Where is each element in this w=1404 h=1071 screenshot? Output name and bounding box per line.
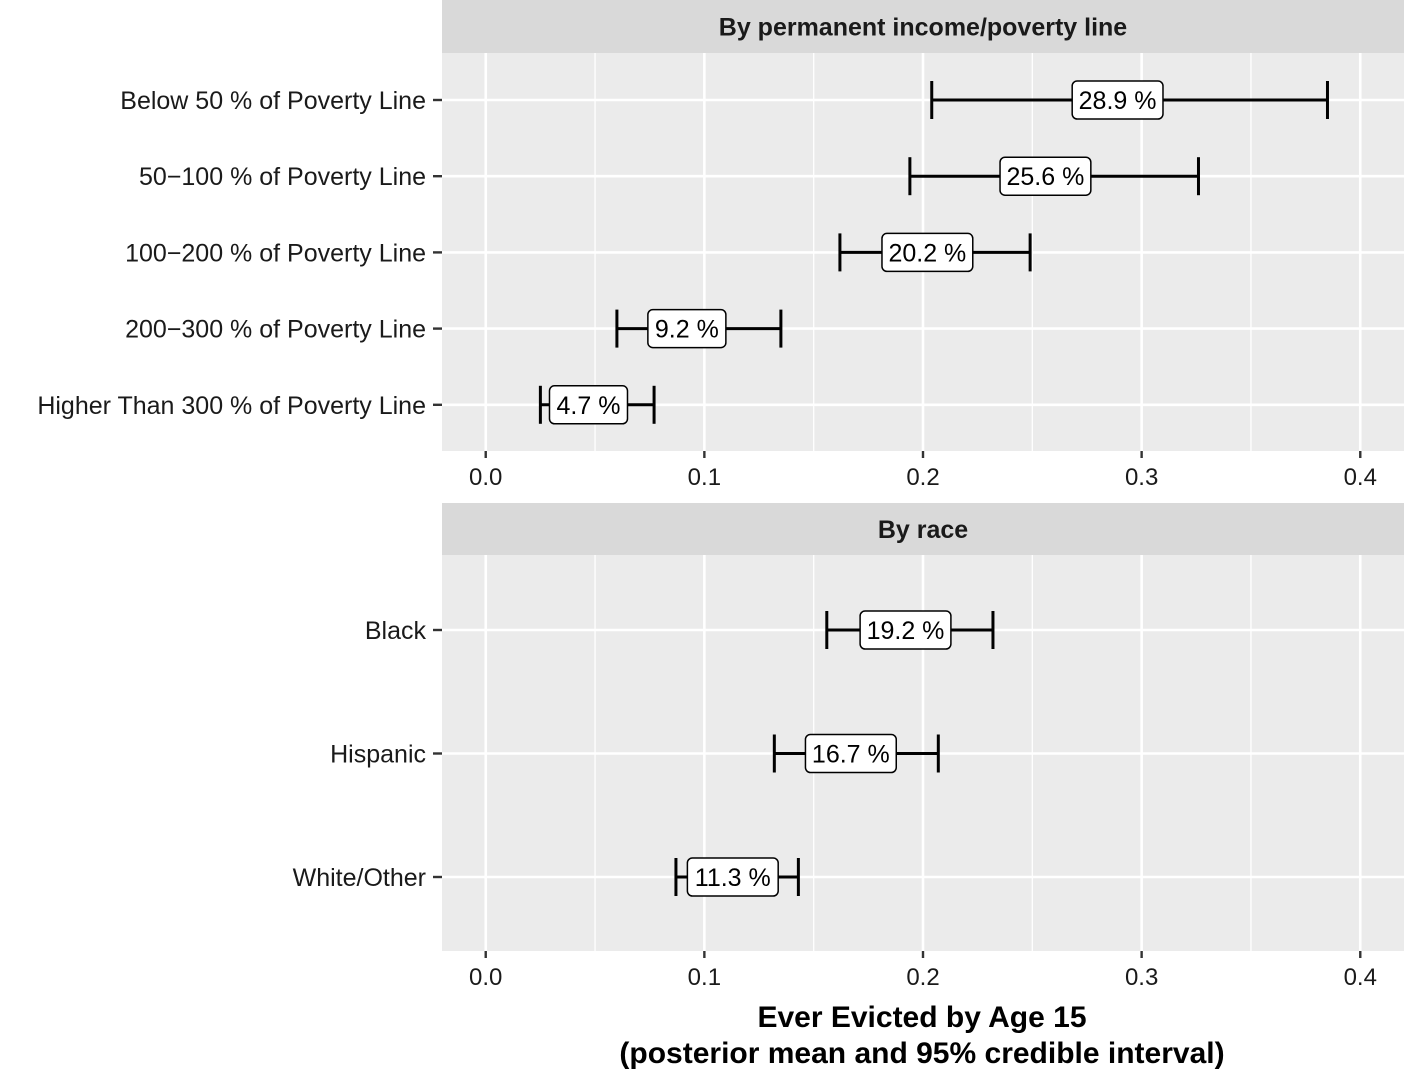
data-label: 4.7 % [557, 392, 621, 420]
category-label: 50−100 % of Poverty Line [139, 163, 426, 191]
x-tick-label: 0.3 [1125, 464, 1158, 491]
data-label-box [647, 308, 727, 349]
x-tick-label: 0.2 [906, 464, 939, 491]
data-label-box [686, 857, 779, 897]
category-label: 200−300 % of Poverty Line [125, 316, 426, 344]
x-axis-title-line2: (posterior mean and 95% credible interva… [619, 1037, 1224, 1070]
x-axis-title-line1: Ever Evicted by Age 15 [757, 1001, 1086, 1034]
facet-panel-1: By permanent income/poverty line 0.0 0.1 0.… [37, 0, 1404, 491]
data-label-box [804, 733, 898, 774]
data-label-box [999, 156, 1092, 196]
data-label: 25.6 % [1007, 163, 1085, 191]
facet-strip [442, 503, 1404, 555]
facet-panel-2: By race 0.0 0.1 0.2 0.3 0.4 Black 19.2 % Hispani… [293, 503, 1404, 991]
category-label: White/Other [293, 864, 426, 892]
facet-title: By permanent income/poverty line [719, 14, 1128, 42]
data-label-box [881, 232, 974, 273]
x-tick-label: 0.1 [688, 464, 721, 491]
category-label: Higher Than 300 % of Poverty Line [37, 392, 426, 420]
category-label: Below 50 % of Poverty Line [120, 87, 426, 115]
data-label: 19.2 % [867, 617, 945, 645]
x-tick-label: 0.2 [906, 964, 939, 991]
x-tick-label: 0.4 [1344, 464, 1377, 491]
data-label: 20.2 % [888, 239, 966, 267]
data-label-box [1071, 80, 1164, 120]
x-tick-label: 0.0 [469, 964, 502, 991]
data-label-box [548, 385, 629, 425]
facet-title: By race [878, 516, 968, 544]
category-label: 100−200 % of Poverty Line [125, 239, 426, 267]
data-label: 9.2 % [655, 316, 719, 344]
facet-strip [442, 0, 1404, 53]
category-label: Hispanic [330, 741, 426, 769]
data-label-box [859, 610, 952, 650]
x-tick-label: 0.1 [688, 964, 721, 991]
x-tick-label: 0.3 [1125, 964, 1158, 991]
x-tick-label: 0.0 [469, 464, 502, 491]
category-label: Black [365, 617, 427, 645]
data-label: 11.3 % [695, 864, 771, 892]
data-label: 16.7 % [812, 741, 890, 769]
data-label: 28.9 % [1079, 87, 1157, 115]
x-tick-label: 0.4 [1344, 964, 1377, 991]
